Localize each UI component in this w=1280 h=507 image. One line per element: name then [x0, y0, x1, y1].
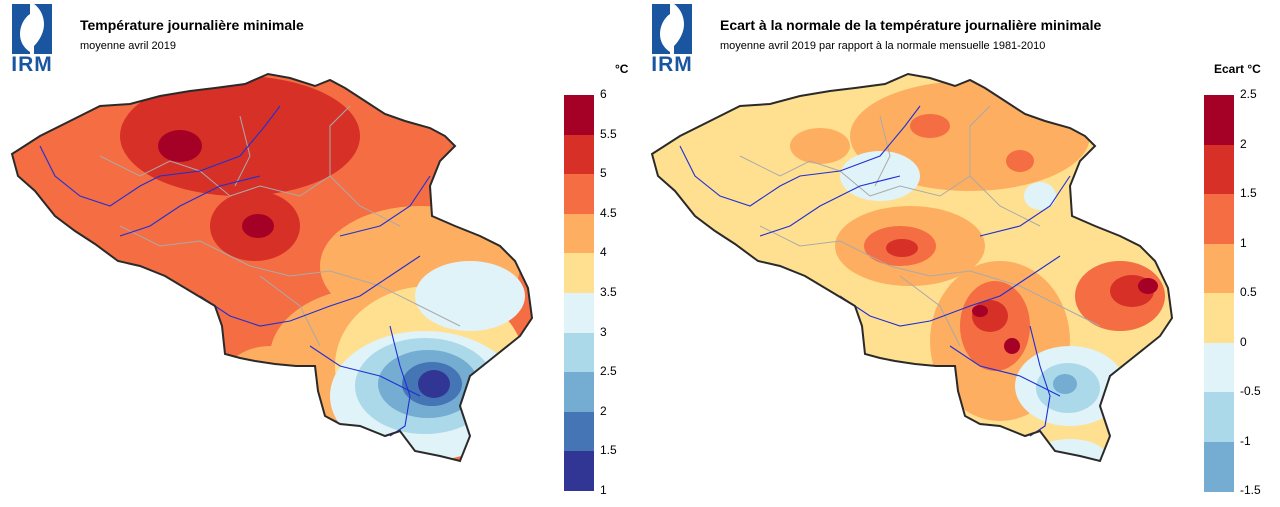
legend-color-box: [564, 332, 594, 373]
legend-color-box: [1204, 95, 1234, 145]
logo-text: IRM: [11, 53, 53, 76]
legend-tick-label: 5: [600, 166, 607, 181]
panel-min-temperature: IRM Température journalière minimale moy…: [6, 4, 629, 497]
legend-color-box: [1204, 392, 1234, 442]
belgium-map-min-temp: [11, 73, 533, 462]
legend-tick-label: 3.5: [600, 285, 617, 299]
legend-color-box: [1204, 441, 1234, 492]
legend-tick-label: 5.5: [600, 126, 617, 141]
map-title: Température journalière minimale: [80, 17, 304, 33]
legend-color-box: [564, 372, 594, 413]
legend-color-box: [1204, 243, 1234, 294]
map-title: Ecart à la normale de la température jou…: [720, 17, 1102, 33]
legend-color-box: [1204, 144, 1234, 195]
legend-color-box: [564, 253, 594, 294]
legend-tick-label: -1: [1240, 433, 1251, 448]
legend-tick-label: 1.5: [1240, 186, 1257, 200]
legend-tick-label: 1.5: [600, 443, 617, 458]
legend-tick-label: 4: [600, 245, 607, 260]
legend-color-box: [564, 213, 594, 254]
legend-tick-label: 2.5: [1240, 87, 1257, 101]
legend-color-box: [564, 293, 594, 334]
panel-temperature-anomaly: IRM Ecart à la normale de la température…: [640, 0, 1280, 507]
legend-tick-label: 2: [1240, 136, 1247, 151]
legend-tick-label: -1.5: [1240, 483, 1261, 497]
legend-color-box: [564, 451, 594, 492]
legend-tick-label: 0: [1240, 334, 1247, 349]
legend-color-box: [564, 411, 594, 452]
legend-color-box: [564, 174, 594, 215]
legend-tick-label: 3: [600, 324, 607, 339]
legend-unit: Ecart °C: [1214, 62, 1261, 76]
belgium-map-anomaly: [651, 73, 1173, 462]
legend-tick-label: 6: [600, 87, 607, 101]
irm-logo: IRM: [646, 4, 698, 76]
color-legend: 6 5.5 5 4.5 4 3.5 3 2.5 2 1.5 1: [564, 87, 617, 497]
irm-logo: IRM: [6, 4, 58, 76]
color-legend: 2.5 2 1.5 1 0.5 0 -0.5 -1 -1.5: [1204, 87, 1261, 497]
legend-tick-label: 2: [600, 403, 607, 418]
legend-tick-label: 1: [1240, 235, 1247, 250]
legend-tick-label: 0.5: [1240, 285, 1257, 299]
legend-tick-label: -0.5: [1240, 384, 1261, 398]
legend-color-box: [564, 134, 594, 175]
legend-color-box: [564, 95, 594, 136]
legend-unit: °C: [615, 62, 629, 76]
logo-text: IRM: [651, 53, 693, 76]
legend-color-box: [1204, 342, 1234, 393]
legend-tick-label: 4.5: [600, 205, 617, 220]
legend-color-box: [1204, 293, 1234, 343]
legend-tick-label: 1: [600, 483, 607, 497]
legend-color-box: [1204, 194, 1234, 244]
legend-tick-label: 2.5: [600, 364, 617, 379]
map-subtitle: moyenne avril 2019: [80, 40, 177, 52]
map-subtitle: moyenne avril 2019 par rapport à la norm…: [720, 40, 1046, 52]
